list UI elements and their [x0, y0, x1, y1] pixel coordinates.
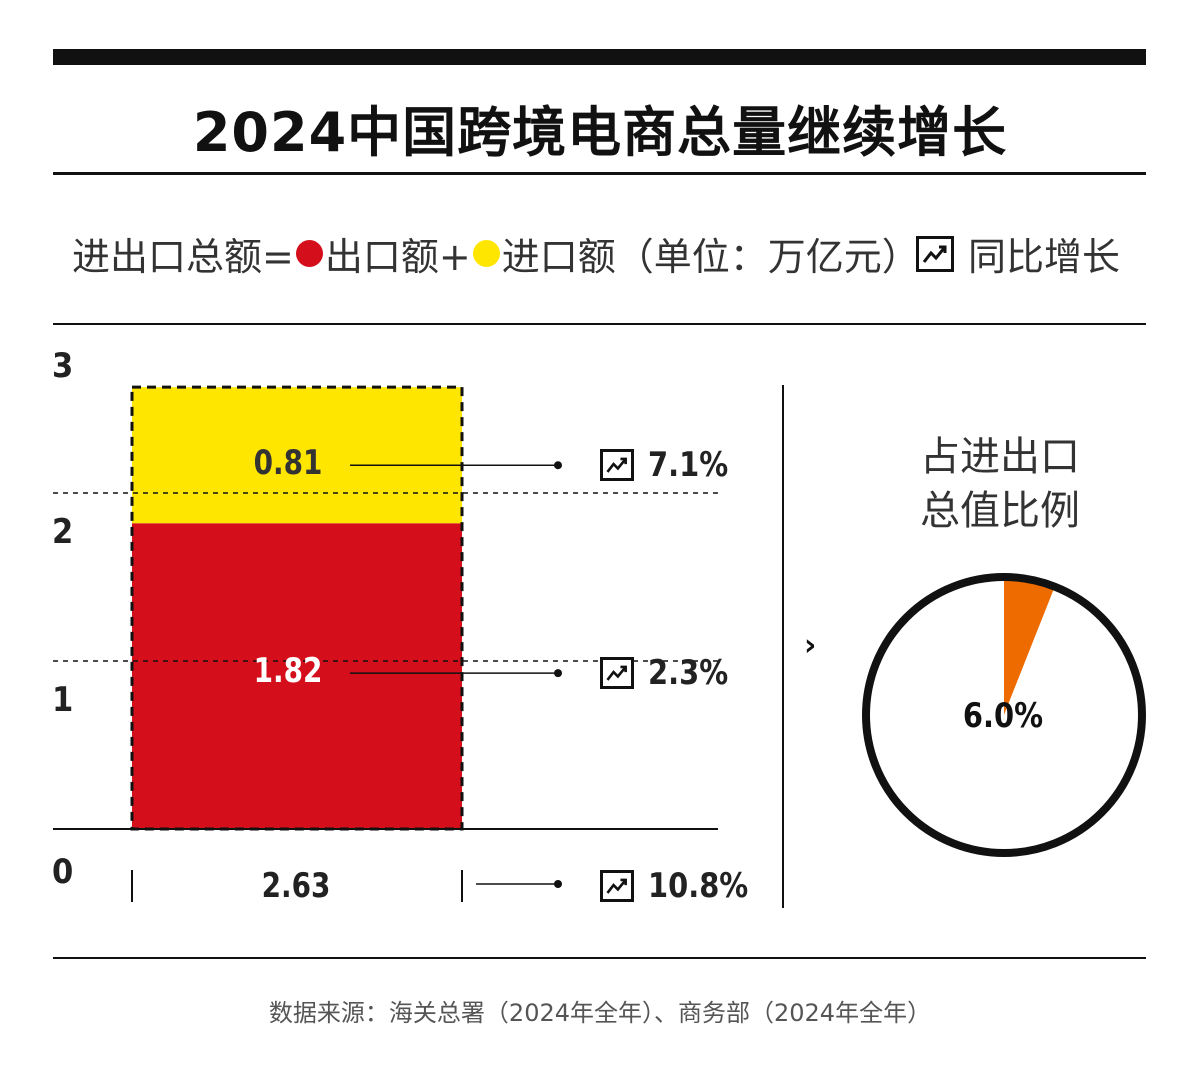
legend-import-dot	[472, 240, 500, 267]
top-bar	[53, 49, 1146, 65]
legend-export-dot	[295, 240, 323, 267]
legend-growth: 同比增长	[916, 226, 1120, 281]
total-leader-dot	[554, 880, 562, 888]
trend-up-icon	[600, 449, 634, 482]
legend-divider	[53, 323, 1146, 325]
import-growth-value: 7.1%	[648, 445, 729, 486]
import-bar	[132, 387, 462, 524]
import-growth: 7.1%	[600, 445, 742, 485]
total-growth: 10.8%	[600, 866, 766, 906]
y-tick-2: 2	[52, 512, 74, 552]
data-source: 数据来源：海关总署（2024年全年）、商务部（2024年全年）	[268, 999, 932, 1027]
trend-up-icon	[600, 870, 634, 902]
legend-import-label: 进口额（单位：万亿元）	[501, 235, 920, 279]
legend-formula-prefix: 进出口总额=	[72, 235, 294, 279]
import-value-label: 0.81	[253, 443, 323, 484]
share-pie-chart	[862, 573, 1146, 857]
export-growth-value: 2.3%	[648, 653, 729, 694]
legend: 进出口总额= 出口额+ 进口额（单位：万亿元）	[72, 226, 920, 281]
export-growth: 2.3%	[600, 653, 742, 693]
y-tick-3: 3	[52, 346, 74, 386]
title-divider	[53, 172, 1146, 175]
pie-title: 占进出口 总值比例	[880, 430, 1120, 538]
y-tick-1: 1	[52, 680, 74, 720]
import-leader-dot	[554, 461, 562, 470]
legend-growth-label: 同比增长	[968, 235, 1121, 279]
export-bar	[132, 523, 462, 829]
stacked-bar-chart	[53, 385, 718, 902]
total-growth-value: 10.8%	[648, 866, 749, 906]
panel-divider	[782, 385, 784, 908]
trend-up-icon	[600, 657, 634, 690]
pie-outline	[862, 573, 1146, 857]
pie-title-line2: 总值比例	[920, 488, 1080, 534]
footer-divider	[53, 957, 1146, 959]
y-tick-0: 0	[52, 852, 74, 892]
total-value-label: 2.63	[261, 866, 331, 906]
export-leader-dot	[554, 669, 562, 678]
pie-slice-1	[866, 577, 1142, 853]
chart-title: 2024中国跨境电商总量继续增长	[192, 101, 1008, 164]
pie-share-label: 6.0%	[962, 696, 1044, 736]
pie-slice-0	[1004, 577, 1055, 715]
trend-up-icon	[916, 235, 954, 272]
export-value-label: 1.82	[253, 651, 323, 692]
chevron-right-icon: ›	[804, 628, 817, 663]
pie-title-line1: 占进出口	[920, 434, 1080, 480]
legend-export-label: 出口额+	[324, 235, 471, 279]
